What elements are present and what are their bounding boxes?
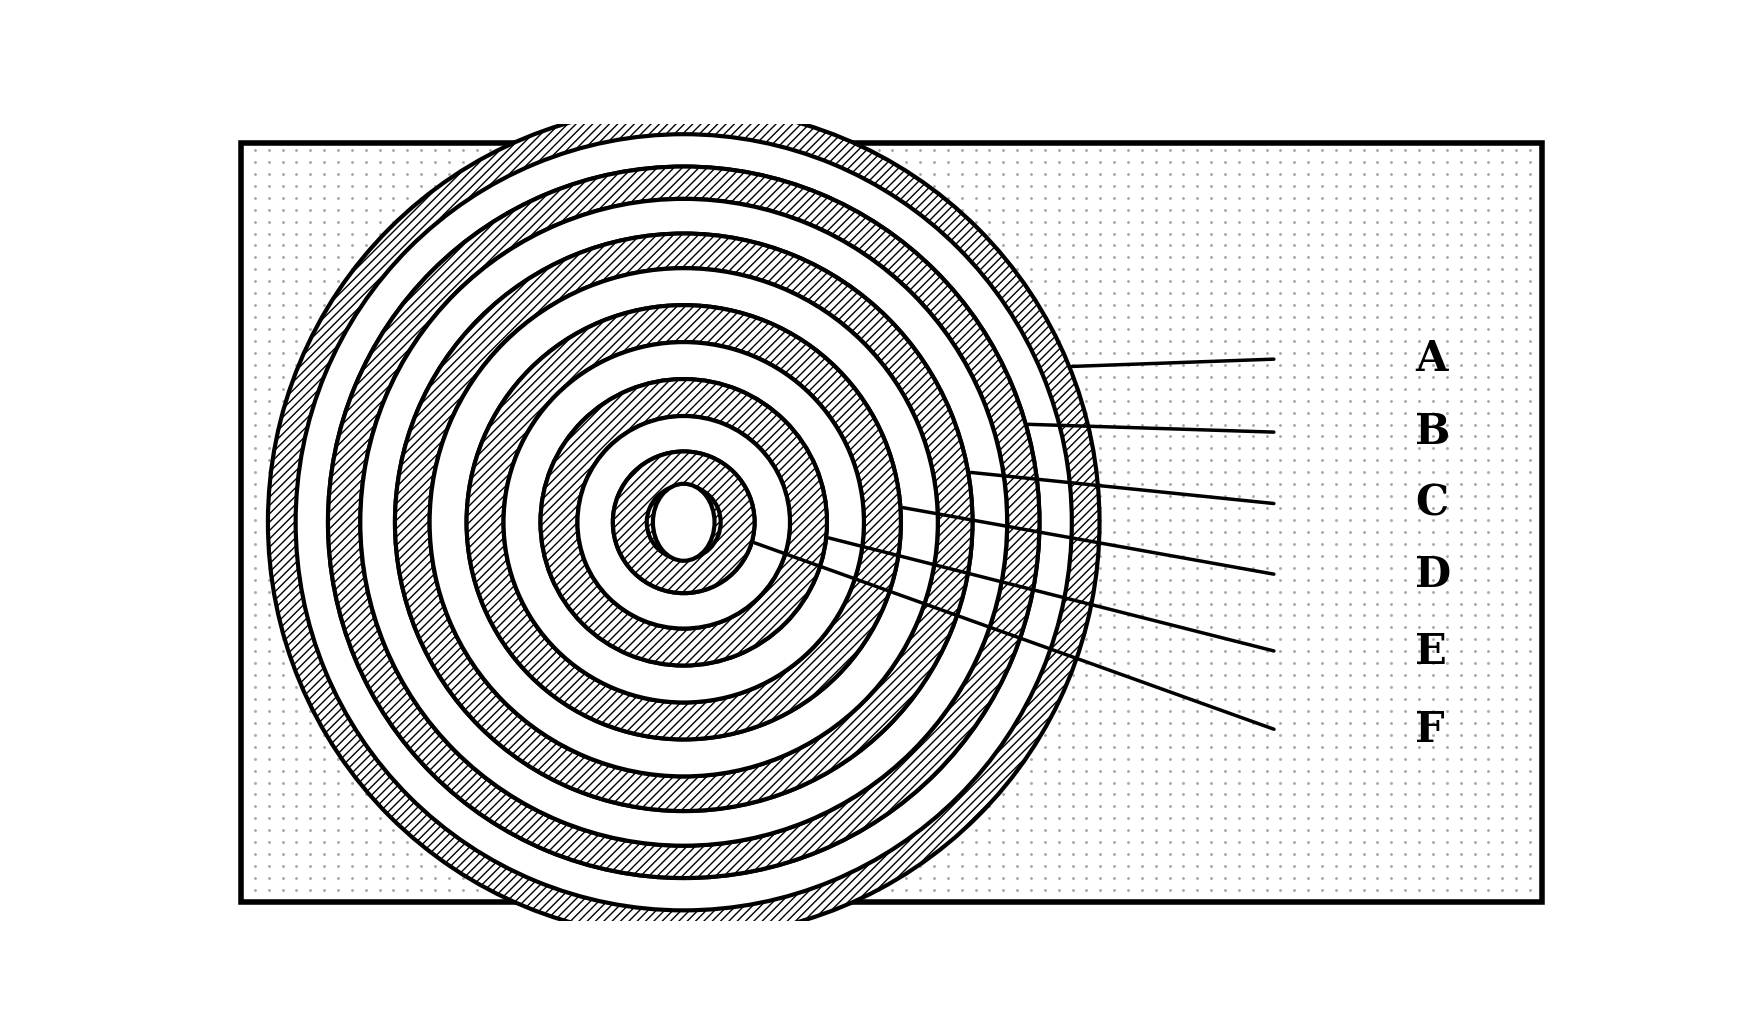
Text: F: F — [1416, 709, 1445, 751]
Circle shape — [268, 107, 1099, 938]
Text: A: A — [1416, 338, 1447, 380]
Text: C: C — [1416, 482, 1449, 525]
Text: E: E — [1416, 630, 1447, 673]
Text: D: D — [1416, 554, 1452, 596]
Ellipse shape — [652, 483, 715, 561]
Text: B: B — [1416, 411, 1450, 453]
